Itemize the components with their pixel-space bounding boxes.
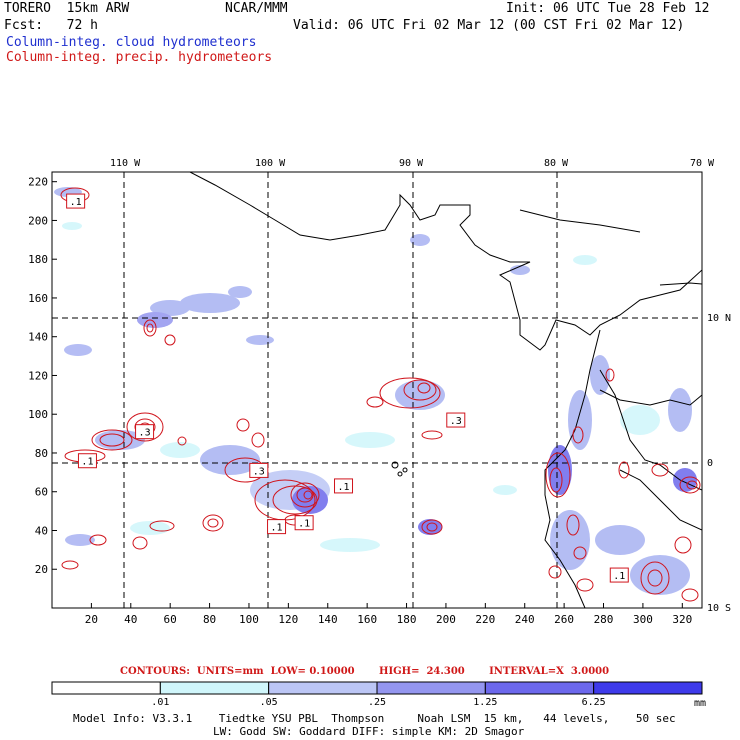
colorbar: [51, 681, 703, 695]
field-precip-label: Column-integ. precip. hydrometeors: [6, 50, 273, 65]
y-tick-label: 180: [28, 253, 48, 266]
lat-label-10s: 10 S: [707, 603, 732, 614]
svg-text:.1: .1: [81, 457, 93, 468]
x-tick-label: 160: [357, 613, 377, 626]
lon-label-100w: 100 W: [255, 158, 286, 169]
center-label: NCAR/MMM: [225, 1, 288, 16]
svg-text:.3: .3: [139, 428, 151, 439]
lon-label-70w: 70 W: [690, 158, 715, 169]
svg-text:.1: .1: [298, 519, 310, 530]
colorbar-label: 6.25: [581, 697, 606, 708]
y-tick-label: 160: [28, 292, 48, 305]
x-tick-label: 20: [85, 613, 98, 626]
contour-value-label: .3: [446, 412, 466, 428]
contour-value-label: .1: [267, 519, 287, 535]
svg-text:.1: .1: [271, 523, 283, 534]
model-info-line1: Model Info: V3.3.1 Tiedtke YSU PBL Thomp…: [73, 712, 676, 725]
plot-frame: [51, 171, 703, 609]
svg-text:.1: .1: [337, 482, 349, 493]
y-tick-label: 60: [35, 486, 48, 499]
lon-label-80w: 80 W: [544, 158, 569, 169]
x-tick-label: 280: [594, 613, 614, 626]
y-tick-label: 140: [28, 331, 48, 344]
x-tick-label: 60: [164, 613, 177, 626]
model-title: TORERO 15km ARW: [4, 1, 130, 16]
lat-label-0: 0: [707, 458, 714, 469]
x-tick-label: 220: [475, 613, 495, 626]
colorbar-cell: [159, 681, 270, 695]
contour-value-label: .1: [77, 453, 97, 469]
x-tick-label: 40: [124, 613, 137, 626]
x-tick-label: 300: [633, 613, 653, 626]
init-time: Init: 06 UTC Tue 28 Feb 12: [506, 1, 710, 16]
colorbar-unit: mm: [694, 698, 707, 709]
y-tick-label: 40: [35, 524, 48, 537]
contour-value-label: .1: [294, 515, 314, 531]
lon-label-90w: 90 W: [399, 158, 424, 169]
colorbar-label: .05: [259, 697, 278, 708]
lat-label-10n: 10 N: [707, 313, 732, 324]
colorbar-cell: [593, 681, 703, 695]
cloud-shading: [54, 187, 697, 595]
svg-text:.3: .3: [253, 466, 265, 477]
colorbar-cell: [376, 681, 486, 695]
field-cloud-label: Column-integ. cloud hydrometeors: [6, 35, 257, 50]
galapagos-islands: [391, 461, 408, 477]
y-tick-label: 220: [28, 176, 48, 189]
coastline: [189, 172, 702, 608]
graticule: [52, 172, 702, 608]
colorbar-cell: [268, 681, 378, 695]
x-tick-label: 100: [239, 613, 259, 626]
model-info-line2: LW: Godd SW: Goddard DIFF: simple KM: 2D…: [213, 725, 525, 738]
colorbar-cell: [51, 681, 161, 695]
valid-time: Valid: 06 UTC Fri 02 Mar 12 (00 CST Fri …: [293, 18, 685, 33]
x-tick-label: 140: [318, 613, 338, 626]
x-tick-label: 180: [397, 613, 417, 626]
x-tick-label: 320: [672, 613, 692, 626]
y-tick-label: 80: [35, 447, 48, 460]
y-tick-label: 120: [28, 369, 48, 382]
x-tick-label: 120: [278, 613, 298, 626]
colorbar-cell: [484, 681, 595, 695]
y-tick-label: 200: [28, 214, 48, 227]
y-tick-label: 20: [35, 563, 48, 576]
x-tick-label: 200: [436, 613, 456, 626]
x-tick-label: 240: [515, 613, 535, 626]
contour-value-label: .1: [609, 567, 629, 583]
svg-text:.3: .3: [450, 416, 462, 427]
colorbar-label: .25: [367, 697, 387, 708]
svg-text:.1: .1: [613, 571, 625, 582]
lon-label-110w: 110 W: [110, 158, 141, 169]
contour-value-label: .1: [334, 478, 354, 494]
forecast-hour: Fcst: 72 h: [4, 18, 98, 33]
colorbar-label: 1.25: [473, 697, 498, 708]
contour-value-label: .1: [66, 193, 86, 209]
y-tick-label: 100: [28, 408, 48, 421]
x-tick-label: 80: [203, 613, 216, 626]
svg-text:.1: .1: [70, 197, 82, 208]
contour-info: CONTOURS: UNITS=mm LOW= 0.10000 HIGH= 24…: [120, 666, 610, 677]
contour-value-label: .3: [249, 462, 269, 478]
colorbar-label: .01: [151, 697, 170, 708]
x-tick-label: 260: [554, 613, 574, 626]
contour-value-label: .3: [135, 424, 155, 440]
